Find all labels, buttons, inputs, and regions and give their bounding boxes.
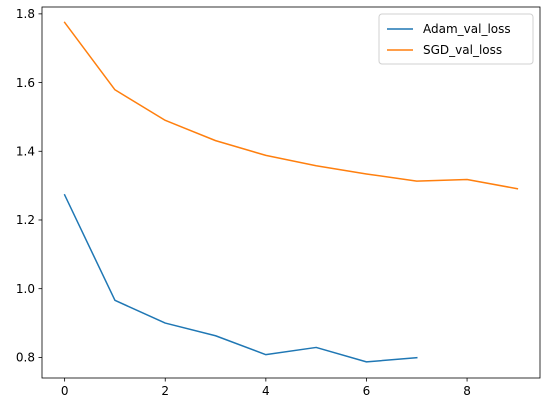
legend-label: Adam_val_loss [423,22,511,36]
axes-frame [41,6,541,379]
y-tick-label: 1.0 [16,282,35,296]
x-tick-label: 8 [463,384,471,398]
y-tick-label: 1.4 [16,144,35,158]
y-tick-label: 1.8 [16,7,35,21]
x-tick-label: 6 [363,384,371,398]
legend-label: SGD_val_loss [423,43,502,57]
y-tick-label: 0.8 [16,351,35,365]
x-tick-label: 0 [61,384,69,398]
x-tick-label: 2 [161,384,169,398]
series-line-SGD_val_loss [63,21,519,190]
y-axis: 0.8 1.0 1.2 1.4 1.6 1.8 [16,7,42,365]
plot-area [63,21,519,363]
y-tick-label: 1.2 [16,213,35,227]
y-tick-label: 1.6 [16,76,35,90]
legend: Adam_val_loss SGD_val_loss [378,13,534,65]
legend-box [378,13,534,65]
series-line-Adam_val_loss [63,193,418,363]
x-axis: 0 2 4 6 8 [61,378,471,398]
x-tick-label: 4 [262,384,270,398]
